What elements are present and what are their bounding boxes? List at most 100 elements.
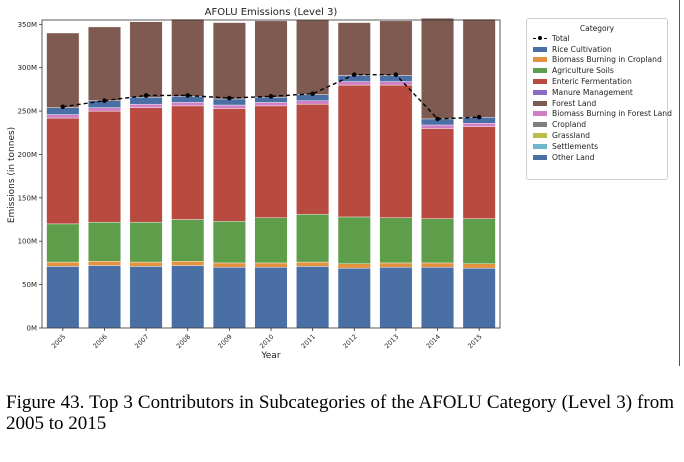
bars-layer [46, 18, 496, 329]
legend-item-settlements: Settlements [533, 141, 667, 152]
bar-segment-enteric-fermentation-2007 [129, 107, 163, 223]
bar-segment-enteric-fermentation-2011 [296, 103, 330, 215]
bar-segment-biomass-burning-in-forest-land-2015 [462, 123, 496, 127]
x-tick-label: 2007 [133, 333, 150, 350]
legend: Category Total Rice Cultivation Biomass Bu… [526, 18, 672, 180]
bar-segment-forest-land-2006 [88, 26, 121, 101]
total-point-2006 [102, 98, 107, 103]
legend-item-total: Total [533, 33, 667, 44]
bar-segment-agriculture-soils-2012 [337, 216, 371, 264]
bar-segment-biomass-burning-in-forest-land-2014 [421, 124, 454, 129]
bar-segment-biomass-burning-in-cropland-2008 [171, 260, 205, 266]
bar-segment-agriculture-soils-2011 [296, 214, 330, 263]
legend-item-forest-land: Forest Land [533, 98, 667, 109]
legend-label: Agriculture Soils [552, 66, 614, 76]
legend-label: Total [552, 33, 570, 43]
legend-label: Grassland [552, 131, 590, 141]
bar-segment-agriculture-soils-2014 [421, 218, 454, 264]
legend-label: Other Land [552, 152, 595, 162]
bar-segment-biomass-burning-in-cropland-2005 [46, 261, 80, 267]
legend-label: Cropland [552, 120, 587, 130]
bar-segment-agriculture-soils-2013 [379, 217, 413, 264]
bar-segment-forest-land-2010 [254, 20, 288, 98]
bar-segment-enteric-fermentation-2010 [254, 105, 288, 219]
bar-segment-forest-land-2012 [337, 22, 371, 76]
bar-segment-agriculture-soils-2010 [254, 217, 288, 264]
bar-segment-enteric-fermentation-2008 [171, 105, 205, 220]
bar-segment-agriculture-soils-2009 [212, 221, 246, 264]
bar-segment-other-land-2010 [254, 267, 288, 329]
figure-caption: Figure 43. Top 3 Contributors in Subcate… [6, 392, 674, 434]
bar-segment-biomass-burning-in-forest-land-2011 [296, 100, 330, 105]
x-tick-label: 2008 [175, 333, 192, 350]
total-point-2008 [185, 93, 191, 98]
y-axis-label: Emissions (in tonnes) [7, 127, 17, 223]
bar-segment-enteric-fermentation-2015 [462, 126, 496, 219]
bar-segment-agriculture-soils-2006 [88, 221, 121, 262]
bar-segment-biomass-burning-in-cropland-2006 [88, 260, 121, 266]
y-tick-label: 150M [18, 194, 37, 202]
bar-segment-other-land-2014 [421, 267, 454, 329]
y-tick-label: 0M [27, 325, 38, 333]
legend-color-swatch [533, 133, 547, 139]
x-tick-label: 2012 [341, 333, 358, 350]
bar-segment-enteric-fermentation-2014 [421, 128, 454, 219]
bar-segment-biomass-burning-in-cropland-2012 [337, 263, 371, 269]
bar-segment-forest-land-2015 [462, 18, 496, 118]
legend-label: Manure Management [552, 87, 633, 97]
x-tick-label: 2011 [300, 333, 317, 350]
bar-segment-other-land-2015 [462, 267, 496, 329]
legend-color-swatch [533, 154, 547, 160]
legend-label: Forest Land [552, 98, 597, 108]
legend-color-swatch [533, 68, 547, 74]
bar-segment-biomass-burning-in-forest-land-2009 [212, 104, 246, 109]
legend-item-grassland: Grassland [533, 130, 667, 141]
legend-rows: Total Rice Cultivation Biomass Burning in … [527, 33, 672, 163]
total-point-2009 [227, 95, 232, 101]
legend-item-agriculture-soils: Agriculture Soils [533, 65, 667, 76]
bar-segment-other-land-2012 [337, 267, 371, 329]
bar-segment-biomass-burning-in-cropland-2015 [462, 263, 496, 269]
bar-segment-biomass-burning-in-cropland-2013 [379, 262, 413, 268]
bar-segment-biomass-burning-in-forest-land-2008 [171, 102, 205, 107]
legend-item-enteric-fermentation: Enteric Fermentation [533, 76, 667, 87]
y-tick-label: 300M [18, 64, 37, 72]
bar-segment-agriculture-soils-2007 [129, 221, 163, 263]
bar-segment-biomass-burning-in-cropland-2011 [296, 261, 330, 267]
legend-label: Biomass Burning in Forest Land [552, 109, 672, 119]
bar-segment-agriculture-soils-2005 [46, 223, 80, 263]
total-point-2010 [268, 94, 274, 99]
legend-item-other-land: Other Land [533, 152, 667, 163]
bar-segment-enteric-fermentation-2012 [337, 84, 371, 218]
legend-color-swatch [533, 46, 547, 52]
x-tick-label: 2006 [92, 333, 109, 350]
total-point-2013 [393, 72, 399, 77]
bar-segment-forest-land-2013 [379, 20, 413, 76]
bar-segment-biomass-burning-in-forest-land-2012 [337, 81, 371, 86]
bar-segment-biomass-burning-in-forest-land-2013 [379, 81, 413, 86]
bar-segment-other-land-2007 [129, 266, 163, 329]
bar-segment-forest-land-2014 [421, 18, 454, 120]
bar-segment-other-land-2013 [379, 267, 413, 329]
legend-item-rice-cultivation: Rice Cultivation [533, 44, 667, 55]
total-point-2012 [351, 72, 357, 77]
total-point-2007 [143, 93, 149, 98]
total-point-2015 [476, 114, 482, 120]
bar-segment-biomass-burning-in-cropland-2010 [254, 262, 288, 268]
bar-segment-other-land-2006 [88, 265, 121, 329]
afolu-emissions-chart: AFOLU Emissions (Level 3) 0M 50M 100M 150M 2… [7, 7, 501, 361]
legend-color-swatch [533, 57, 547, 63]
legend-label: Settlements [552, 141, 599, 151]
x-tick-label: 2015 [466, 333, 483, 350]
bar-segment-biomass-burning-in-cropland-2007 [129, 261, 163, 267]
bar-segment-forest-land-2011 [296, 19, 330, 95]
legend-color-swatch [533, 100, 547, 106]
legend-title: Category [579, 24, 615, 33]
bar-segment-forest-land-2005 [46, 32, 80, 108]
bar-segment-other-land-2008 [171, 265, 205, 329]
bar-segment-enteric-fermentation-2005 [46, 117, 80, 225]
bar-segment-agriculture-soils-2015 [462, 218, 496, 264]
legend-label: Biomass Burning in Cropland [552, 55, 662, 65]
x-axis-label: Year [260, 351, 280, 361]
bar-segment-enteric-fermentation-2013 [379, 84, 413, 219]
